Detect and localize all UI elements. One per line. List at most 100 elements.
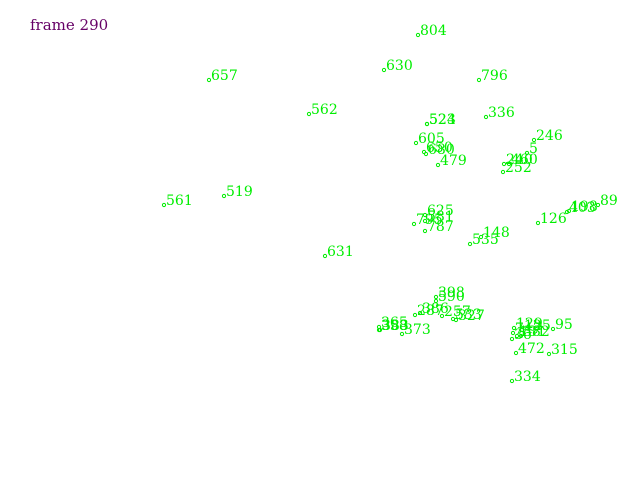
point-label: 519 [226, 184, 253, 200]
point-label: 561 [166, 193, 193, 209]
point-label: 625 [427, 203, 454, 219]
point-label: 287 [417, 303, 444, 319]
point-marker [513, 350, 519, 356]
point-5: 5 [524, 141, 538, 157]
point-label: 533 [455, 307, 482, 323]
point-marker [423, 151, 429, 157]
point-148: 148 [478, 225, 510, 241]
point-marker [509, 378, 515, 384]
point-336: 336 [483, 105, 515, 121]
point-36: 36 [509, 327, 532, 343]
point-marker [411, 221, 417, 227]
point-label: 198 [571, 199, 598, 215]
point-marker [206, 77, 212, 83]
point-label: 36 [514, 327, 532, 343]
point-marker [511, 325, 517, 331]
point-marker [399, 331, 405, 337]
point-label: 129 [516, 316, 543, 332]
point-marker [422, 228, 428, 234]
point-marker [306, 111, 312, 117]
point-marker [509, 336, 515, 342]
point-label: 630 [386, 58, 413, 74]
point-marker [595, 202, 601, 208]
point-label: 479 [440, 153, 467, 169]
point-marker [415, 32, 421, 38]
point-marker [483, 114, 489, 120]
point-label: 398 [438, 285, 465, 301]
point-marker [518, 333, 524, 339]
point-label: 5 [529, 141, 538, 157]
point-marker [467, 241, 473, 247]
point-marker [439, 313, 445, 319]
point-marker [500, 169, 506, 175]
point-257: 257 [439, 304, 471, 320]
point-label: 804 [420, 23, 447, 39]
point-marker [510, 330, 516, 336]
point-label: 535 [472, 232, 499, 248]
point-marker [433, 294, 439, 300]
point-label: 315 [551, 342, 578, 358]
point-479: 479 [435, 153, 467, 169]
point-marker [424, 121, 430, 127]
point-label: 240 [506, 152, 533, 168]
point-marker [535, 220, 541, 226]
point-625: 625 [422, 203, 454, 219]
point-796: 796 [476, 68, 508, 84]
point-label: 365 [381, 315, 408, 331]
point-472: 472 [513, 341, 545, 357]
point-marker [422, 218, 428, 224]
point-label: 148 [483, 225, 510, 241]
point-125: 125 [519, 318, 551, 334]
point-marker [476, 77, 482, 83]
point-label: 382 [523, 324, 550, 340]
point-252: 252 [500, 160, 532, 176]
point-marker [506, 161, 512, 167]
point-95: 95 [550, 317, 573, 333]
point-581: 581 [422, 209, 454, 225]
point-246: 246 [531, 128, 563, 144]
point-marker [435, 162, 441, 168]
point-marker [322, 253, 328, 259]
point-marker [514, 333, 520, 339]
point-398: 398 [433, 285, 465, 301]
point-533: 533 [450, 307, 482, 323]
point-403: 403 [564, 200, 596, 216]
point-131: 131 [514, 324, 546, 340]
point-label: 252 [505, 160, 532, 176]
point-747: 747 [510, 321, 542, 337]
point-label: 680 [428, 142, 455, 158]
point-561: 561 [161, 193, 193, 209]
point-marker [433, 298, 439, 304]
point-marker [546, 351, 552, 357]
point-240: 240 [501, 152, 533, 168]
point-marker [381, 67, 387, 73]
point-label: 650 [426, 140, 453, 156]
point-label: 126 [540, 211, 567, 227]
point-label: 334 [514, 369, 541, 385]
point-marker [450, 316, 456, 322]
point-label: 605 [418, 131, 445, 147]
point-marker [519, 327, 525, 333]
frame-label: frame 290 [30, 16, 109, 34]
point-label: 747 [515, 321, 542, 337]
point-marker [161, 202, 167, 208]
point-label: 125 [524, 318, 551, 334]
point-519: 519 [221, 184, 253, 200]
point-marker [478, 234, 484, 240]
point-label: 524 [429, 112, 456, 128]
point-label: 581 [427, 209, 454, 225]
point-marker [550, 326, 556, 332]
point-287: 287 [412, 303, 444, 319]
point-marker [417, 310, 423, 316]
point-460: 460 [506, 152, 538, 168]
point-label: 657 [211, 68, 238, 84]
point-label: 403 [569, 200, 596, 216]
point-label: 95 [555, 317, 573, 333]
point-label: 246 [536, 128, 563, 144]
point-label: 386 [422, 301, 449, 317]
point-535: 535 [467, 232, 499, 248]
point-marker [524, 150, 530, 156]
point-657: 657 [206, 68, 238, 84]
point-129: 129 [511, 316, 543, 332]
